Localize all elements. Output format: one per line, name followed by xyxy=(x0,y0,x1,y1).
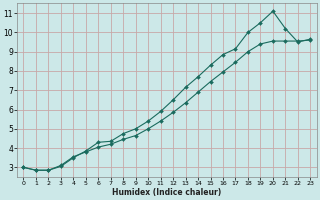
X-axis label: Humidex (Indice chaleur): Humidex (Indice chaleur) xyxy=(112,188,221,197)
